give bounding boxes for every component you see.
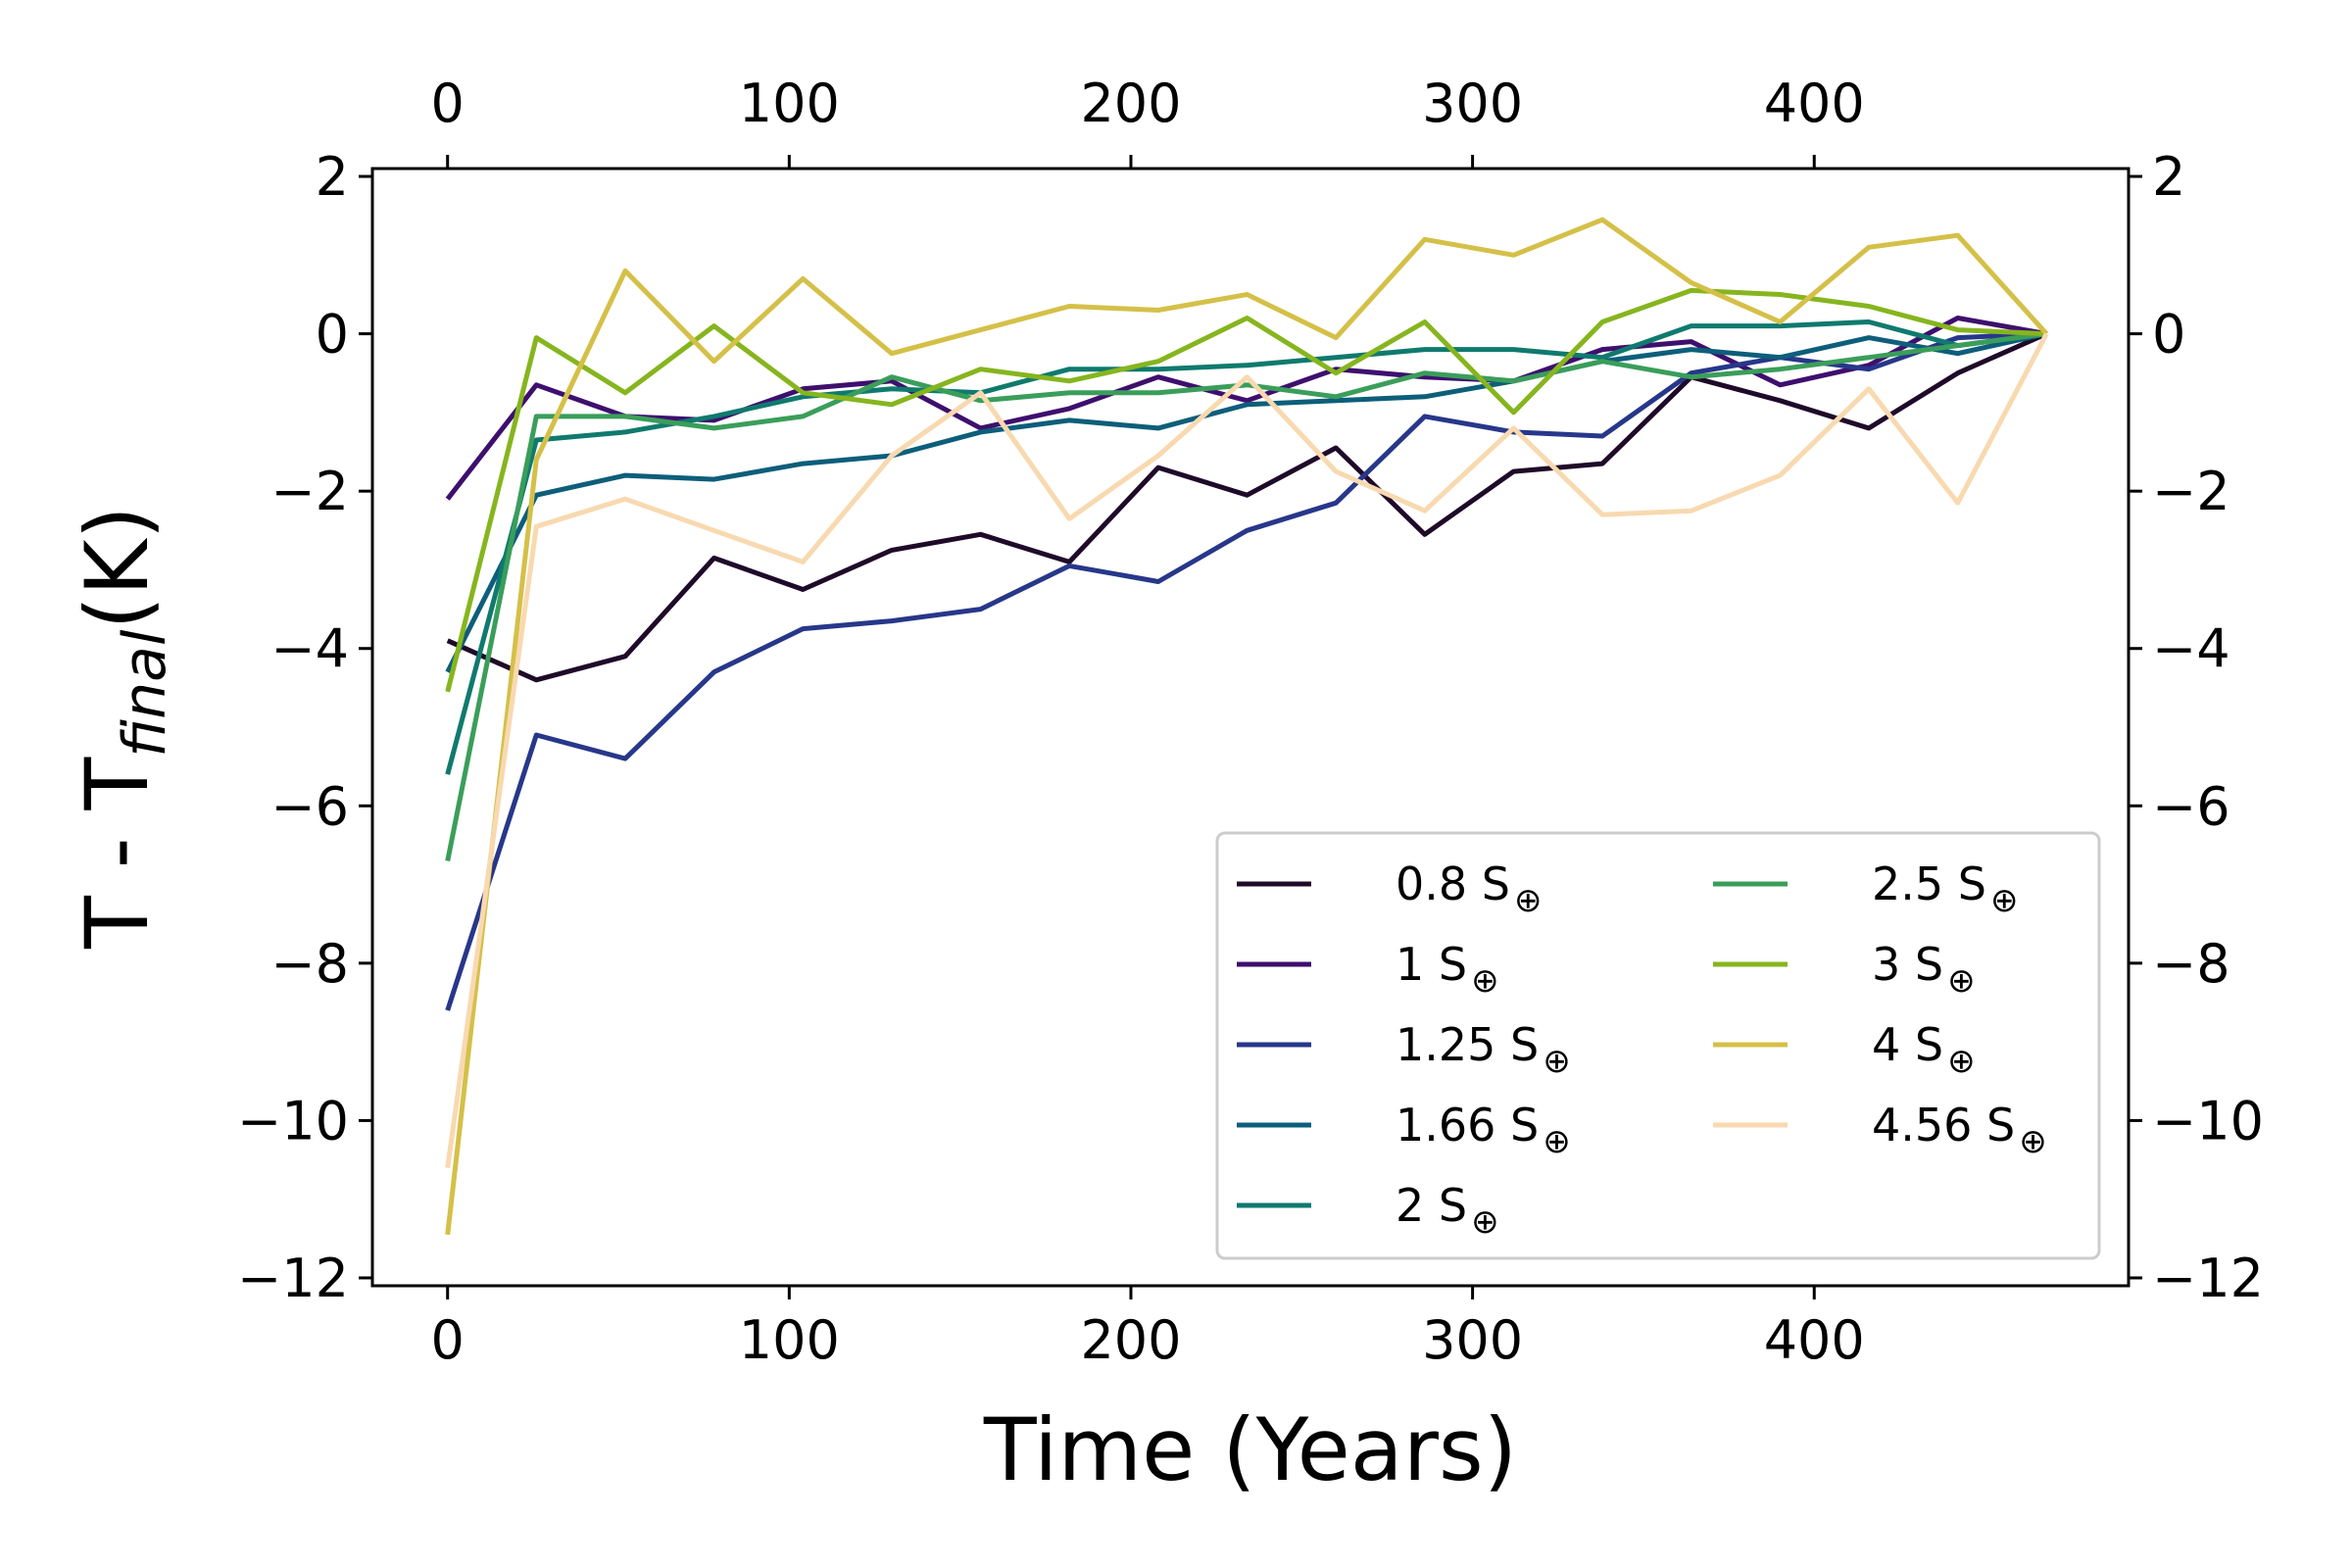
y-tick-label-right: −6 (2152, 775, 2230, 837)
legend-earth-subscript: ⊕ (1990, 881, 2019, 920)
y-tick-label-left: −8 (270, 933, 349, 995)
legend-value: 3 S (1872, 938, 1943, 991)
legend-earth-subscript: ⊕ (1471, 961, 1499, 1001)
y-tick-label-right: −4 (2152, 618, 2230, 680)
y-axis-right: 2 0 −2 −4 −6 −8 −10 −12 (2129, 146, 2264, 1309)
y-axis-left: 2 0 −2 −4 −6 −8 −10 −12 (237, 146, 372, 1309)
x-tick-label-top: 100 (739, 73, 840, 134)
series-line-4 (445, 217, 2049, 1236)
legend-item: 4 S ⊕ (1713, 1018, 1976, 1081)
series-line-4-56 (445, 332, 2049, 1168)
legend-item: 3 S ⊕ (1713, 938, 1976, 1001)
legend-box (1215, 831, 2101, 1260)
x-tick-label-top: 300 (1422, 73, 1523, 134)
series-line-3 (445, 287, 2047, 693)
y-tick-label-left: −4 (270, 618, 349, 680)
legend-earth-subscript: ⊕ (2019, 1122, 2047, 1161)
legend-label: 1 S ⊕ (1396, 938, 1499, 1001)
legend-earth-subscript: ⊕ (1471, 1202, 1499, 1242)
y-tick-label-right: 2 (2152, 146, 2185, 208)
legend-label: 0.8 S ⊕ (1396, 858, 1542, 920)
y-axis-title-subscript: final (111, 629, 179, 758)
legend-item: 0.8 S ⊕ (1237, 858, 1542, 920)
x-tick-label-top: 200 (1080, 73, 1181, 134)
y-axis-title: T - Tfinal(K) (67, 506, 179, 950)
y-tick-label-left: 0 (316, 304, 349, 366)
legend-value: 1 S (1396, 938, 1467, 991)
series-line-1-66 (445, 331, 2047, 673)
legend-value: 2 S (1396, 1179, 1467, 1232)
legend-value: 1.66 S (1396, 1099, 1539, 1152)
x-axis-top: 0 100 200 300 400 (431, 73, 1865, 169)
y-tick-label-right: −2 (2152, 461, 2230, 522)
legend-value: 1.25 S (1396, 1018, 1539, 1071)
legend-value: 4.56 S (1872, 1099, 2015, 1152)
series-lines (445, 217, 2049, 1236)
x-axis-title: Time (Years) (983, 1399, 1517, 1500)
legend-earth-subscript: ⊕ (1947, 1042, 1976, 1081)
legend-item: 4.56 S ⊕ (1713, 1099, 2047, 1161)
legend-earth-subscript: ⊕ (1947, 961, 1976, 1001)
legend-item: 2.5 S ⊕ (1713, 858, 2018, 920)
x-tick-label-top: 400 (1764, 73, 1865, 134)
y-tick-label-left: 2 (316, 146, 349, 208)
y-tick-label-right: −8 (2152, 933, 2230, 995)
legend-earth-subscript: ⊕ (1543, 1122, 1571, 1161)
x-axis-bottom: 0 100 200 300 400 (431, 1286, 1865, 1371)
plot-frame (370, 167, 2131, 1288)
y-axis-title-unit: (K) (67, 506, 168, 629)
legend-value: 0.8 S (1396, 858, 1510, 910)
y-tick-label-right: 0 (2152, 304, 2185, 366)
y-tick-label-left: −10 (237, 1090, 349, 1152)
series-line-2-5 (445, 331, 2047, 861)
legend-label: 3 S ⊕ (1872, 938, 1976, 1001)
y-tick-label-right: −12 (2152, 1248, 2264, 1309)
series-line-0-8 (446, 331, 2048, 683)
legend-item: 1 S ⊕ (1237, 938, 1499, 1001)
legend-label: 1.25 S ⊕ (1396, 1018, 1571, 1081)
x-tick-label-top: 0 (431, 73, 465, 134)
legend-item: 1.66 S ⊕ (1237, 1099, 1571, 1161)
y-axis-title-main: T - T (67, 756, 168, 949)
legend-label: 4 S ⊕ (1872, 1018, 1976, 1081)
legend: 0.8 S ⊕1 S ⊕1.25 S ⊕1.66 S ⊕2 S ⊕2.5 S ⊕3 S ⊕4 … (1215, 831, 2101, 1260)
x-tick-label-bottom: 0 (431, 1309, 465, 1371)
x-tick-label-bottom: 400 (1764, 1309, 1865, 1371)
x-tick-label-bottom: 100 (739, 1309, 840, 1371)
y-tick-label-right: −10 (2152, 1090, 2264, 1152)
legend-label: 2.5 S ⊕ (1872, 858, 2018, 920)
series-line-1 (445, 316, 2047, 501)
y-tick-label-left: −6 (270, 775, 349, 837)
legend-item: 1.25 S ⊕ (1237, 1018, 1571, 1081)
legend-item: 2 S ⊕ (1237, 1179, 1499, 1242)
legend-value: 4 S (1872, 1018, 1943, 1071)
legend-earth-subscript: ⊕ (1514, 881, 1543, 920)
legend-value: 2.5 S (1872, 858, 1986, 910)
legend-earth-subscript: ⊕ (1543, 1042, 1571, 1081)
legend-label: 2 S ⊕ (1396, 1179, 1499, 1242)
legend-label: 4.56 S ⊕ (1872, 1099, 2047, 1161)
x-tick-label-bottom: 300 (1422, 1309, 1523, 1371)
x-tick-label-bottom: 200 (1080, 1309, 1181, 1371)
y-tick-label-left: −2 (270, 461, 349, 522)
legend-label: 1.66 S ⊕ (1396, 1099, 1571, 1161)
y-tick-label-left: −12 (237, 1248, 349, 1309)
series-line-2 (445, 319, 2047, 775)
